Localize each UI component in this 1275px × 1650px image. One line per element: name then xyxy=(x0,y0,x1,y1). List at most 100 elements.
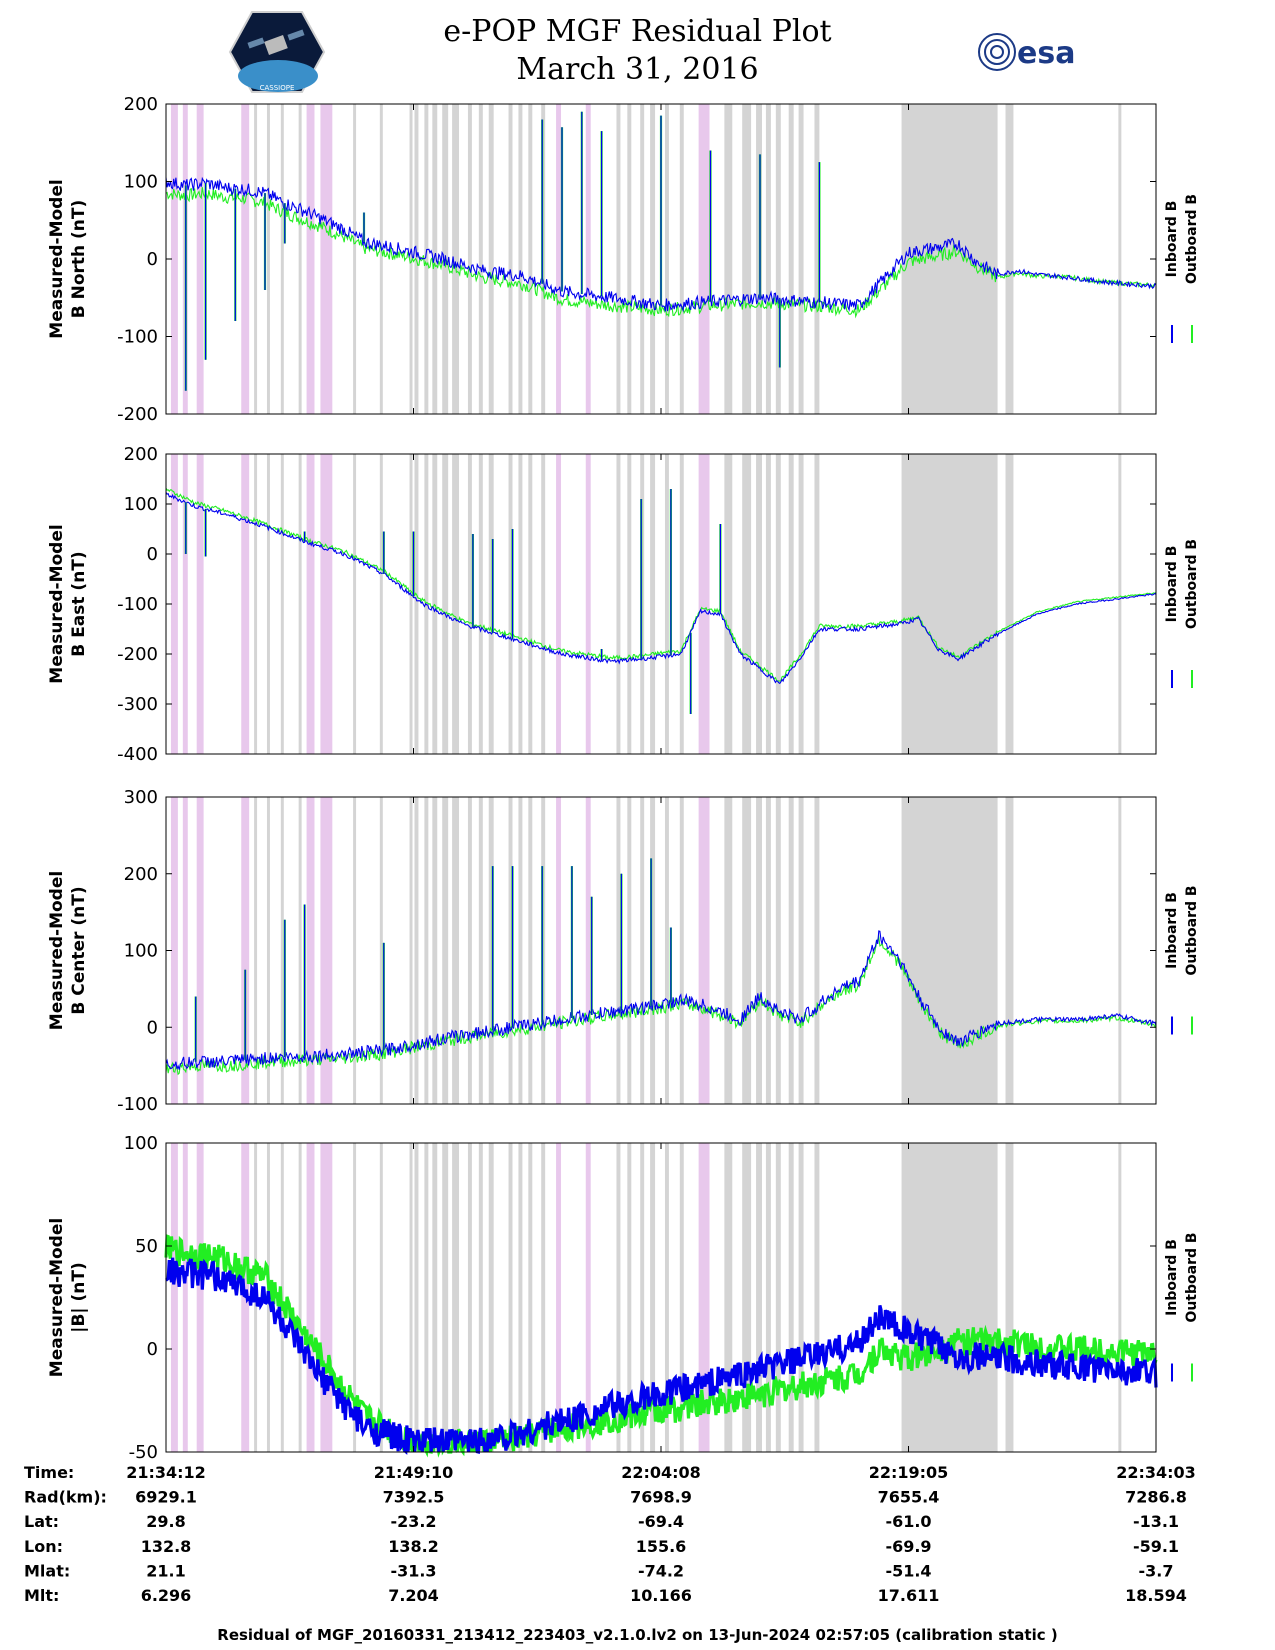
gray-band xyxy=(409,454,413,754)
gray-band xyxy=(1005,454,1014,754)
y-tick-label: 100 xyxy=(124,1133,158,1154)
gray-band xyxy=(775,104,781,414)
gray-band xyxy=(424,797,429,1104)
info-row-value: -23.2 xyxy=(390,1512,436,1531)
pink-band xyxy=(182,1143,188,1452)
info-row-value: 22:04:08 xyxy=(621,1463,701,1482)
gray-band xyxy=(798,1143,804,1452)
info-row-value: 21:49:10 xyxy=(374,1463,454,1482)
gray-band xyxy=(298,454,302,754)
gray-band xyxy=(518,797,523,1104)
gray-band xyxy=(742,797,752,1104)
gray-band xyxy=(901,104,998,414)
gray-band xyxy=(353,797,357,1104)
info-row-value: 21:34:12 xyxy=(126,1463,206,1482)
y-tick-label: 100 xyxy=(124,941,158,962)
pink-band xyxy=(585,1143,591,1452)
info-row-value: 6.296 xyxy=(141,1586,192,1605)
gray-band xyxy=(266,797,270,1104)
gray-band xyxy=(518,454,523,754)
gray-band xyxy=(788,797,794,1104)
gray-band xyxy=(298,104,302,414)
pink-band xyxy=(556,1143,562,1452)
info-row-value: -3.7 xyxy=(1139,1561,1174,1580)
gray-band xyxy=(353,1143,357,1452)
gray-band xyxy=(488,1143,494,1452)
gray-band xyxy=(724,104,733,414)
gray-band xyxy=(280,797,284,1104)
y-axis-label: Measured-Model B East (nT) xyxy=(47,524,89,683)
series-line-outboard xyxy=(165,187,1157,319)
pink-band xyxy=(320,104,333,414)
pink-band xyxy=(306,454,315,754)
gray-band xyxy=(798,797,804,1104)
gray-band xyxy=(379,1143,383,1452)
gray-band xyxy=(379,797,383,1104)
esa-logo: esa xyxy=(978,33,1075,71)
panel-2: 200 100 0 -100 -200 -300 -400 Measured-Model B E… xyxy=(47,444,1200,765)
chart-title-line1: e-POP MGF Residual Plot xyxy=(443,14,832,49)
pink-band xyxy=(196,797,204,1104)
pink-band xyxy=(182,797,188,1104)
pink-band xyxy=(196,454,204,754)
gray-band xyxy=(467,1143,472,1452)
info-row-value: 17.611 xyxy=(878,1586,940,1605)
y-tick-label: 200 xyxy=(124,444,158,465)
gray-band xyxy=(379,104,383,414)
gray-band xyxy=(478,797,483,1104)
pink-band xyxy=(182,454,188,754)
pink-band xyxy=(170,1143,178,1452)
y-tick-label: 0 xyxy=(147,249,158,270)
pink-band xyxy=(698,454,710,754)
pink-band xyxy=(241,797,250,1104)
y-tick-label: 200 xyxy=(124,94,158,115)
info-row-value: 7.204 xyxy=(388,1586,439,1605)
gray-band xyxy=(1118,797,1122,1104)
gray-band xyxy=(756,797,762,1104)
gray-band xyxy=(901,1143,998,1452)
gray-band xyxy=(488,797,494,1104)
gray-band xyxy=(775,454,781,754)
info-row-value: -69.9 xyxy=(885,1537,931,1556)
gray-band xyxy=(814,104,820,414)
cassiope-mission-logo: CASSIOPE xyxy=(228,11,326,93)
gray-band xyxy=(266,454,270,754)
panel-1: 200 100 0 -100 -200 Measured-Model B North (nT… xyxy=(47,94,1200,425)
info-row-value: -59.1 xyxy=(1133,1537,1179,1556)
y-tick-label: 0 xyxy=(147,1339,158,1360)
y-tick-label: -200 xyxy=(117,644,158,665)
gray-band xyxy=(798,104,804,414)
gray-band xyxy=(518,104,523,414)
y-tick-label: -300 xyxy=(117,694,158,715)
pink-band xyxy=(196,1143,204,1452)
gray-band xyxy=(280,454,284,754)
gray-band xyxy=(528,1143,533,1452)
gray-band xyxy=(442,1143,449,1452)
gray-band xyxy=(254,104,258,414)
pink-band xyxy=(556,104,562,414)
gray-band xyxy=(901,797,998,1104)
gray-band xyxy=(679,1143,684,1452)
y-tick-label: 200 xyxy=(124,864,158,885)
y-tick-label: 300 xyxy=(124,787,158,808)
gray-band xyxy=(650,454,656,754)
pink-band xyxy=(585,104,591,414)
y-axis-label: Measured-Model |B| (nT) xyxy=(47,1218,89,1377)
gray-band xyxy=(742,454,752,754)
gray-band xyxy=(528,104,533,414)
gray-band xyxy=(488,104,494,414)
gray-band xyxy=(814,454,820,754)
gray-band xyxy=(742,1143,752,1452)
info-row-value: -61.0 xyxy=(885,1512,931,1531)
pink-band xyxy=(698,104,710,414)
gray-band xyxy=(664,1143,669,1452)
gray-band xyxy=(775,1143,781,1452)
info-row-value: 22:34:03 xyxy=(1116,1463,1196,1482)
gray-band xyxy=(508,454,513,754)
gray-band xyxy=(353,454,357,754)
gray-band xyxy=(788,104,794,414)
info-row-value: 22:19:05 xyxy=(869,1463,949,1482)
gray-band xyxy=(353,104,357,414)
gray-band xyxy=(788,454,794,754)
info-row-value: 138.2 xyxy=(388,1537,439,1556)
